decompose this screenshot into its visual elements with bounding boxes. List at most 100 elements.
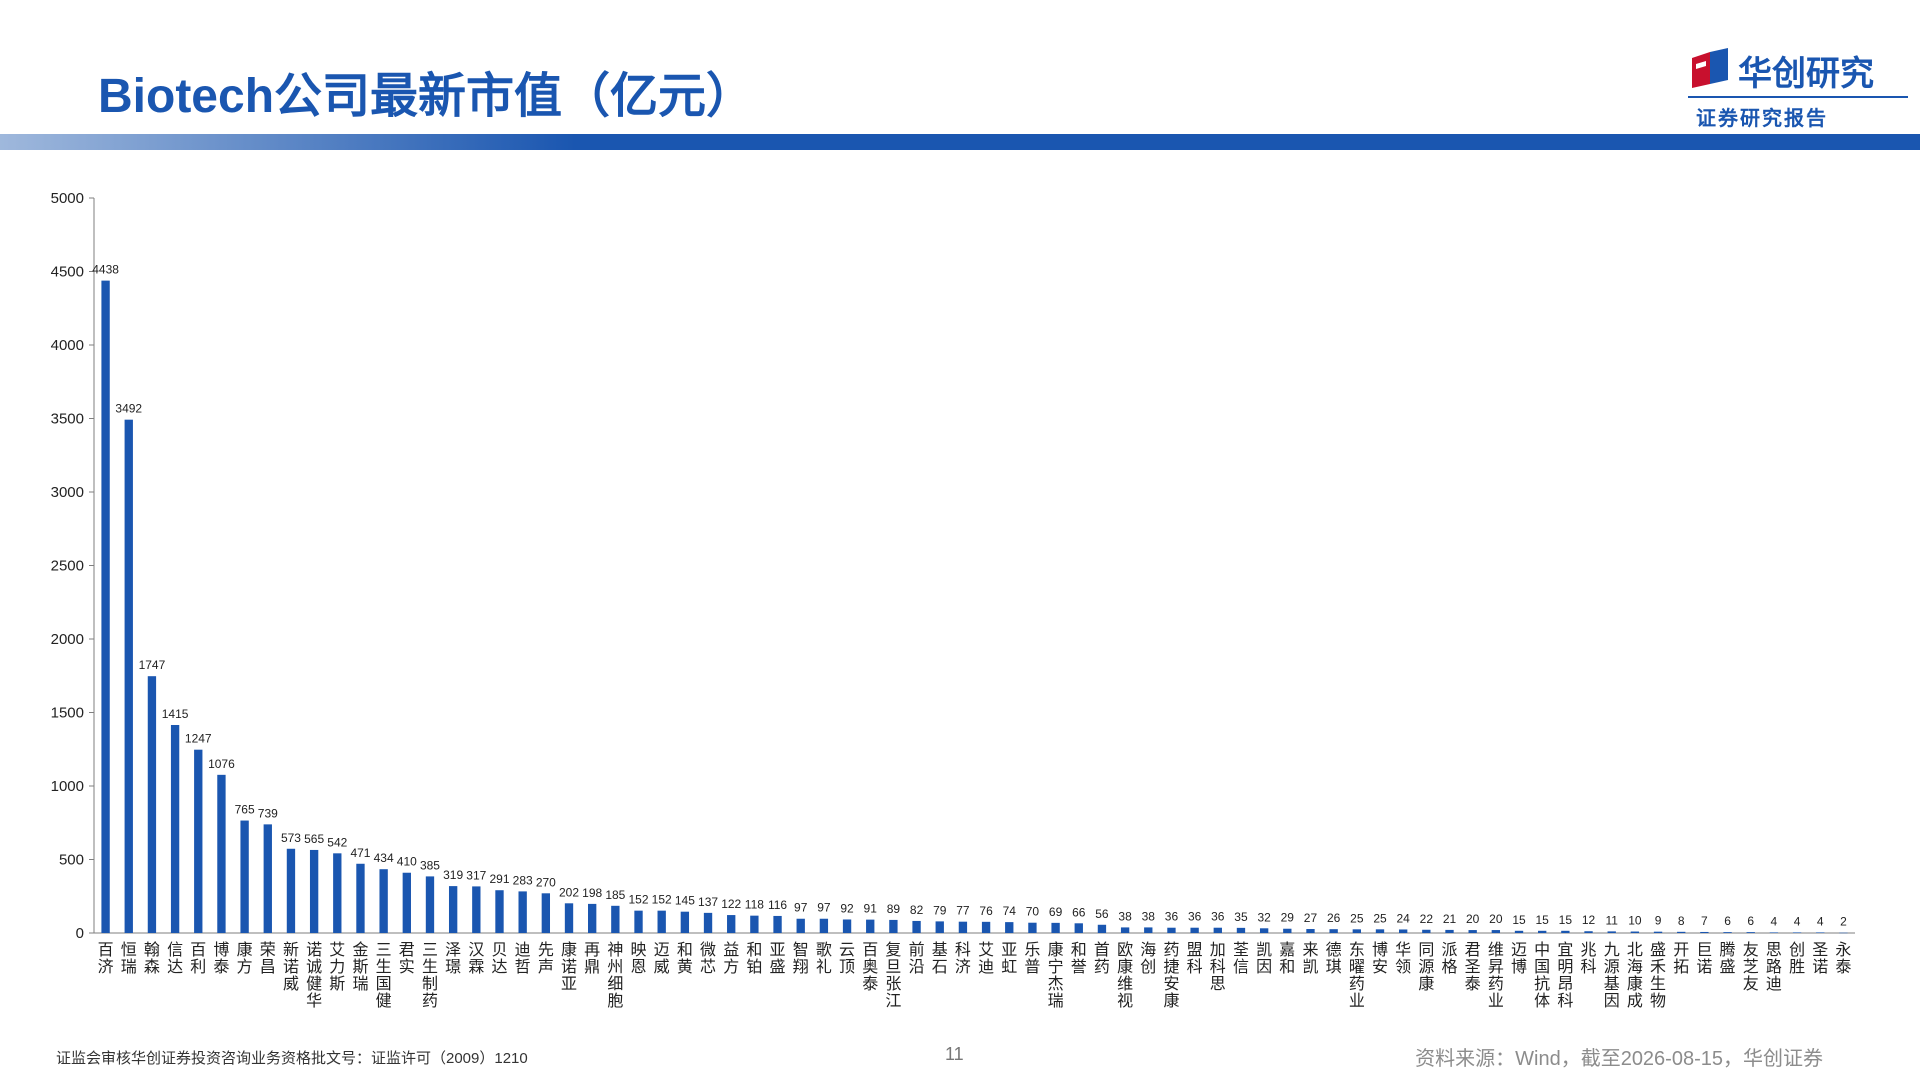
bar bbox=[472, 886, 481, 933]
bar bbox=[240, 820, 249, 933]
category-label: 前沿 bbox=[909, 941, 925, 976]
bar bbox=[263, 824, 272, 933]
data-label: 116 bbox=[768, 898, 787, 912]
bar bbox=[819, 918, 829, 933]
data-label: 27 bbox=[1304, 911, 1318, 925]
category-label: 腾盛 bbox=[1720, 941, 1736, 976]
data-label: 91 bbox=[864, 902, 878, 916]
category-label: 翰森 bbox=[144, 941, 160, 976]
bar bbox=[842, 919, 852, 933]
category-label: 神州细胞 bbox=[607, 941, 623, 1010]
category-label: 恒瑞 bbox=[121, 941, 137, 976]
category-label: 荃信 bbox=[1233, 941, 1249, 976]
category-label: 盛禾生物 bbox=[1650, 941, 1666, 1010]
category-label: 基石 bbox=[932, 941, 948, 976]
y-tick-label: 3000 bbox=[51, 484, 84, 501]
category-label: 智翔 bbox=[793, 941, 809, 976]
bar bbox=[727, 915, 736, 933]
bar bbox=[1213, 927, 1222, 933]
category-label: 君圣泰 bbox=[1465, 942, 1481, 993]
data-label: 82 bbox=[910, 903, 924, 917]
category-label: 诺诚健华 bbox=[306, 941, 322, 1010]
data-label: 4 bbox=[1817, 914, 1824, 928]
category-label: 新诺威 bbox=[283, 941, 299, 993]
category-label: 康方 bbox=[237, 941, 253, 976]
category-label: 亚盛 bbox=[770, 942, 786, 976]
bar bbox=[1792, 932, 1802, 933]
category-label: 博泰 bbox=[213, 941, 229, 976]
category-label: 乐普 bbox=[1024, 941, 1040, 976]
category-label: 信达 bbox=[167, 941, 183, 976]
y-tick-label: 2000 bbox=[51, 631, 84, 648]
data-label: 66 bbox=[1072, 905, 1086, 919]
data-label: 765 bbox=[235, 803, 255, 817]
category-label: 迈威 bbox=[654, 941, 670, 976]
bar bbox=[1630, 931, 1640, 933]
y-tick-label: 0 bbox=[76, 925, 84, 942]
bar bbox=[981, 921, 991, 933]
category-label: 艾力斯 bbox=[329, 941, 345, 993]
data-label: 319 bbox=[443, 868, 463, 882]
category-label: 巨诺 bbox=[1696, 942, 1712, 976]
bar bbox=[1677, 931, 1686, 933]
y-tick-label: 5000 bbox=[51, 190, 84, 207]
category-label: 歌礼 bbox=[816, 941, 832, 976]
category-label: 复旦张江 bbox=[885, 941, 901, 1010]
category-label: 创胜 bbox=[1789, 941, 1805, 976]
data-label: 97 bbox=[794, 901, 808, 915]
data-label: 79 bbox=[933, 903, 947, 917]
source-note: 资料来源：Wind，截至2026-08-15，华创证券 bbox=[1415, 1048, 1823, 1070]
category-label: 迪哲 bbox=[515, 941, 531, 976]
category-label: 泽璟 bbox=[445, 941, 461, 976]
data-label: 2 bbox=[1840, 915, 1847, 929]
bar bbox=[333, 853, 342, 933]
bar bbox=[1538, 930, 1547, 933]
data-label: 4 bbox=[1771, 914, 1778, 928]
bar bbox=[402, 872, 411, 933]
bar bbox=[101, 280, 110, 933]
data-label: 89 bbox=[887, 902, 901, 916]
category-label: 科济 bbox=[955, 941, 971, 976]
data-label: 29 bbox=[1281, 911, 1295, 925]
category-label: 凯因 bbox=[1256, 941, 1272, 976]
data-label: 291 bbox=[489, 872, 509, 886]
category-label: 博安 bbox=[1372, 941, 1388, 976]
data-label: 92 bbox=[840, 901, 854, 915]
category-label: 首药 bbox=[1094, 941, 1110, 976]
data-label: 10 bbox=[1628, 914, 1642, 928]
bar bbox=[1329, 929, 1338, 933]
data-label: 12 bbox=[1582, 913, 1596, 927]
bar bbox=[1097, 924, 1107, 933]
data-label: 1247 bbox=[185, 732, 212, 746]
license-note: 证监会审核华创证券投资咨询业务资格批文号：证监许可（2009）1210 bbox=[56, 1050, 528, 1067]
bar bbox=[1514, 930, 1524, 933]
category-label: 君实 bbox=[399, 942, 415, 976]
category-label: 映恩 bbox=[631, 941, 647, 976]
category-label: 东曜药业 bbox=[1349, 941, 1365, 1010]
category-label: 荣昌 bbox=[260, 941, 276, 976]
bar bbox=[866, 919, 875, 933]
category-label: 迈博 bbox=[1511, 941, 1527, 976]
data-label: 152 bbox=[629, 893, 649, 907]
data-label: 20 bbox=[1489, 912, 1503, 926]
category-label: 海创 bbox=[1140, 941, 1156, 976]
category-label: 贝达 bbox=[491, 942, 507, 976]
bar bbox=[1445, 929, 1454, 933]
data-label: 1076 bbox=[208, 757, 235, 771]
category-label: 九源基因 bbox=[1604, 941, 1620, 1010]
data-label: 21 bbox=[1443, 912, 1457, 926]
data-label: 69 bbox=[1049, 905, 1063, 919]
category-label: 友芝友 bbox=[1743, 941, 1759, 993]
bar bbox=[1584, 931, 1593, 933]
bar bbox=[1074, 923, 1083, 933]
bar bbox=[379, 869, 388, 933]
bar bbox=[309, 849, 319, 933]
category-label: 开拓 bbox=[1673, 942, 1689, 976]
market-cap-bar-chart: 0 500 1000 1500 2000 2500 3000 3500 4000 4500 5000… bbox=[51, 190, 1855, 1010]
category-label: 微芯 bbox=[700, 941, 716, 976]
bar bbox=[1816, 932, 1825, 933]
category-label: 益方 bbox=[723, 941, 739, 976]
category-label: 三生国健 bbox=[376, 942, 392, 1010]
data-label: 56 bbox=[1095, 907, 1109, 921]
data-label: 77 bbox=[956, 904, 970, 918]
